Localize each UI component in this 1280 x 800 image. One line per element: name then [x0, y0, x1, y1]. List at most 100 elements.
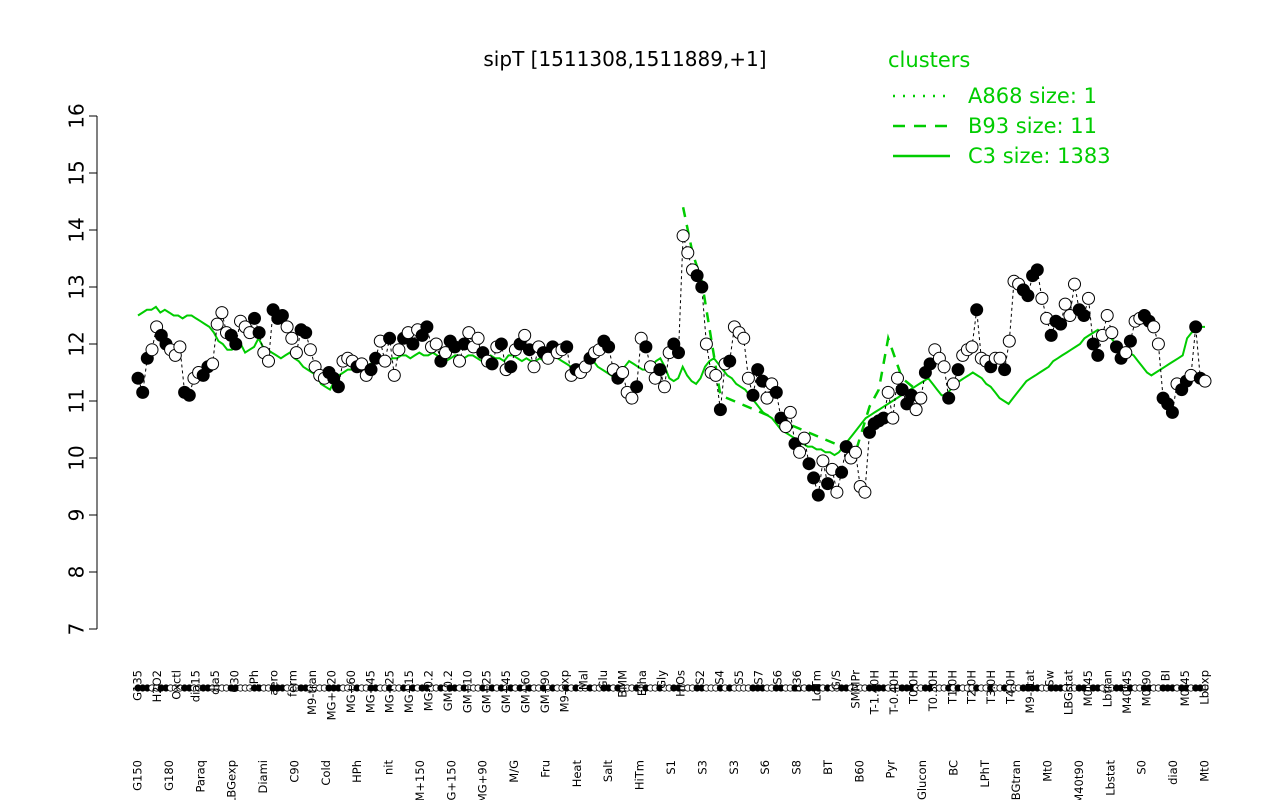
- data-point: [248, 311, 261, 325]
- x-tick-label-lower: BC: [946, 760, 960, 776]
- x-tick-label-upper: M0t90: [1139, 670, 1153, 706]
- data-point: [998, 363, 1012, 377]
- legend: clusters A868 size: 1 B93 size: 11 C3 si…: [888, 48, 1111, 168]
- x-tick-label-upper: T-0.40H: [887, 670, 901, 715]
- data-point: [839, 440, 853, 454]
- x-tick-label-upper: SMMPr: [848, 670, 862, 709]
- x-tick-label-lower: Cold: [319, 760, 333, 786]
- x-tick-label-upper: MG+15: [402, 670, 416, 713]
- data-point: [1021, 289, 1035, 303]
- data-point: [807, 471, 821, 485]
- x-axis-markers: [134, 684, 1209, 692]
- data-point: [690, 269, 704, 283]
- data-point: [392, 343, 406, 357]
- data-point: [1044, 328, 1058, 342]
- x-tick-label-lower: Diami: [256, 760, 270, 794]
- y-tick-label: 11: [65, 388, 89, 413]
- x-tick-label-upper: ferm: [286, 670, 300, 697]
- data-points: [131, 229, 1212, 502]
- data-point: [746, 388, 760, 402]
- x-tick-label-upper: MG+45: [363, 670, 377, 713]
- data-point: [695, 280, 709, 294]
- data-point: [1086, 337, 1100, 351]
- data-point: [453, 354, 466, 368]
- x-tick-label-lower: Pyr: [884, 760, 898, 779]
- data-point: [639, 340, 653, 354]
- b93-cluster-line: [681, 206, 917, 454]
- x-tick-label-lower: LBGexp: [225, 760, 239, 800]
- x-tick-label-upper: BI: [1159, 670, 1173, 681]
- x-tick-label-upper: Glu: [596, 670, 610, 689]
- data-point: [937, 360, 951, 374]
- data-point: [737, 331, 751, 345]
- data-point: [206, 357, 220, 371]
- x-tick-label-lower: MG+90: [476, 760, 490, 800]
- data-point: [858, 485, 872, 499]
- y-tick-label: 10: [65, 445, 89, 470]
- x-tick-label-lower: C90: [287, 760, 301, 783]
- x-tick-label-upper: M9-stat: [1023, 670, 1037, 714]
- data-point: [1105, 326, 1119, 340]
- x-tick-label-lower: S0: [1135, 760, 1149, 775]
- data-point: [881, 385, 895, 399]
- data-point: [527, 360, 541, 374]
- data-point: [173, 340, 187, 354]
- x-tick-label-lower: G180: [162, 760, 176, 791]
- x-tick-label-upper: MG+60: [344, 670, 358, 713]
- x-tick-label-lower: S1: [664, 760, 678, 775]
- data-point: [816, 454, 830, 468]
- data-point: [215, 306, 229, 320]
- x-tick-label-lower: MG+150: [444, 760, 458, 800]
- x-tick-label-upper: Lbexp: [1198, 670, 1212, 705]
- data-point: [1035, 291, 1049, 305]
- data-point: [723, 354, 737, 368]
- data-point: [1110, 340, 1123, 354]
- data-point: [970, 303, 984, 317]
- x-tick-label-upper: HiOs: [674, 670, 688, 697]
- x-marker: [1201, 684, 1209, 692]
- x-tick-label-upper: Mal: [577, 670, 591, 690]
- x-tick-label-lower: dia0: [1166, 760, 1180, 785]
- x-tick-label-lower: Mt0: [1198, 760, 1212, 782]
- y-tick-label: 9: [65, 509, 89, 522]
- y-tick-label: 13: [65, 274, 89, 299]
- data-point: [658, 380, 671, 394]
- x-tick-label-upper: C30: [228, 670, 242, 693]
- x-tick-label-lower: Paraq: [193, 760, 207, 793]
- x-tick-label-lower: Mt0: [1041, 760, 1055, 782]
- x-tick-label-upper: LoTm: [810, 670, 824, 701]
- legend-label-b93: B93 size: 11: [968, 114, 1097, 138]
- data-point: [1058, 297, 1072, 311]
- data-point: [210, 317, 224, 331]
- x-tick-label-upper: LBGstat: [1062, 670, 1076, 716]
- x-tick-label-lower: S8: [790, 760, 804, 775]
- data-point: [1100, 309, 1114, 322]
- x-tick-label-upper: MG-0.2: [422, 670, 436, 711]
- data-point: [1198, 374, 1212, 388]
- data-point: [741, 371, 755, 385]
- data-point: [299, 326, 313, 340]
- data-point: [182, 388, 196, 402]
- data-point: [1119, 346, 1133, 360]
- data-point: [485, 357, 499, 371]
- data-point: [779, 420, 793, 434]
- data-point: [811, 488, 825, 502]
- data-point: [229, 337, 243, 351]
- data-point: [797, 431, 811, 445]
- x-tick-label-upper: MG+25: [383, 670, 397, 713]
- x-tick-label-lower: S6: [758, 760, 772, 775]
- data-point: [504, 360, 518, 374]
- x-tick-label-lower: LPhT: [978, 759, 992, 788]
- data-point: [625, 391, 639, 405]
- x-tick-label-upper: LPh: [247, 670, 261, 691]
- x-tick-label-lower: BT: [821, 759, 835, 775]
- data-point: [364, 363, 378, 377]
- x-tick-label-lower: B60: [852, 760, 866, 783]
- data-point: [280, 320, 294, 334]
- x-tick-label-upper: Gly: [654, 670, 668, 689]
- x-tick-label-upper: GM+45: [499, 670, 513, 713]
- y-ticks: 7 8 9 10 11 12 13 14 15 16: [65, 103, 97, 635]
- data-point: [653, 363, 667, 377]
- x-tick-label-upper: dia15: [189, 670, 203, 702]
- data-point: [681, 246, 695, 260]
